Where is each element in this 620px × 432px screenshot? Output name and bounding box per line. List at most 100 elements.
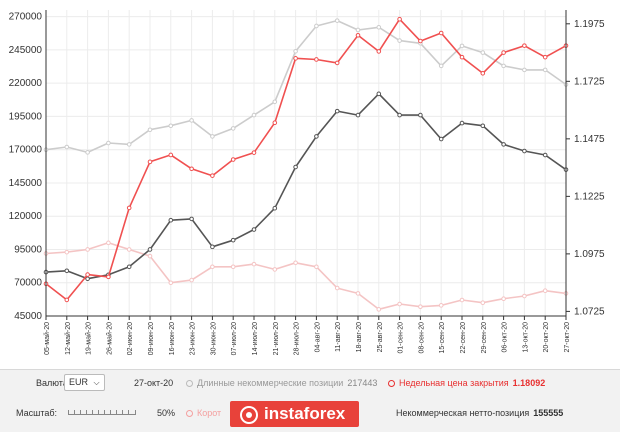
point-net: [542, 152, 548, 158]
controls-panel: Валюта: EUR ⌵ 27-окт-20 Длинные некоммер…: [0, 369, 620, 432]
long-value: 217443: [347, 378, 378, 388]
point-close: [64, 297, 70, 303]
x-tick-label: 05-май-20: [43, 322, 51, 355]
x-tick-label: 23-июн-20: [190, 322, 197, 355]
y-left-tick-label: 245000: [9, 45, 43, 56]
close-label: Недельная цена закрытия: [399, 378, 509, 388]
point-net: [480, 123, 486, 129]
point-close: [334, 60, 340, 66]
x-tick-label: 12-май-20: [64, 322, 72, 355]
point-close: [272, 120, 278, 126]
point-close: [230, 157, 236, 162]
chevron-down-icon: ⌵: [93, 378, 100, 387]
point-close: [418, 38, 423, 44]
point-long: [480, 50, 486, 55]
point-net: [522, 148, 527, 154]
point-long: [126, 142, 132, 147]
y-left-tick-label: 95000: [14, 244, 42, 255]
point-close: [459, 54, 465, 60]
point-net: [168, 217, 174, 223]
y-right-tick-label: 1.1725: [574, 76, 605, 87]
point-close: [293, 56, 298, 61]
point-close: [251, 150, 257, 155]
point-long: [522, 67, 527, 73]
y-right-tick-label: 1.0725: [574, 306, 605, 317]
point-long: [314, 23, 319, 29]
point-close: [542, 54, 548, 60]
point-long: [334, 18, 340, 23]
point-net: [126, 264, 132, 270]
x-tick-label: 14-июл-20: [252, 322, 259, 355]
point-long: [355, 27, 361, 33]
point-net: [85, 276, 90, 282]
x-tick-label: 25-авг-20: [377, 322, 384, 353]
point-net: [334, 108, 340, 114]
close-marker-icon: [388, 380, 395, 388]
series-line-close: [45, 18, 567, 301]
point-long: [106, 140, 111, 146]
point-short: [418, 304, 423, 309]
point-short: [501, 296, 506, 302]
point-close: [85, 272, 90, 277]
legend-close[interactable]: Недельная цена закрытия 1.18092: [388, 378, 545, 388]
close-value: 1.18092: [512, 378, 546, 388]
point-short: [189, 277, 194, 283]
y-left-tick-label: 170000: [9, 145, 43, 156]
scale-value: 50%: [157, 408, 176, 418]
point-long: [501, 63, 506, 69]
y-left-tick-label: 270000: [9, 12, 43, 23]
x-tick-label: 27-окт-20: [564, 322, 571, 353]
x-tick-label: 02-июн-20: [127, 322, 134, 355]
legend-short[interactable]: Корот: [186, 408, 221, 418]
point-long: [438, 63, 444, 69]
point-net: [376, 91, 382, 97]
point-net: [230, 237, 236, 243]
series-layer: [43, 16, 569, 312]
instaforex-logo-icon: [240, 405, 258, 424]
x-tick-label: 16-июн-20: [169, 322, 176, 355]
short-marker-icon: [186, 410, 193, 418]
x-tick-label: 18-авг-20: [356, 322, 363, 353]
point-short: [480, 300, 486, 305]
point-long: [542, 67, 548, 73]
point-short: [397, 301, 402, 307]
point-long: [251, 112, 257, 118]
legend-long[interactable]: Длинные некоммерческие позиции 217443: [186, 378, 377, 388]
x-tick-label: 28-июл-20: [294, 322, 301, 355]
y-right-tick-label: 1.1225: [574, 191, 605, 202]
x-tick-label: 09-июн-20: [148, 322, 155, 355]
short-label: Корот: [197, 408, 222, 418]
series-line-long: [45, 19, 567, 154]
point-close: [126, 205, 132, 211]
point-long: [168, 123, 174, 129]
point-close: [501, 50, 506, 55]
scale-slider[interactable]: [68, 404, 136, 415]
point-close: [168, 152, 174, 158]
cot-chart: 270000 245000 220000 195000 170000 145000 1200…: [9, 10, 605, 355]
scale-label: Масштаб:: [16, 408, 58, 418]
point-close: [314, 57, 319, 62]
point-net: [293, 164, 298, 170]
point-short: [85, 247, 90, 252]
currency-label: Валюта:: [36, 378, 71, 388]
x-tick-label: 01-сен-20: [398, 322, 405, 354]
x-tick-label: 19-май-20: [85, 322, 93, 355]
point-net: [501, 142, 506, 147]
point-short: [334, 285, 340, 291]
point-short: [106, 240, 111, 246]
date-label: 27-окт-20: [134, 378, 174, 388]
point-long: [397, 38, 402, 43]
series-line-short: [45, 242, 567, 311]
point-close: [522, 43, 527, 48]
point-short: [126, 247, 132, 252]
currency-select[interactable]: EUR ⌵: [64, 374, 105, 391]
x-tick-label: 22-сен-20: [460, 322, 467, 354]
net-value: 155555: [533, 408, 564, 418]
point-long: [376, 24, 382, 30]
watermark-text: instaforex: [264, 404, 346, 423]
x-tick-label: 13-окт-20: [522, 322, 529, 353]
y-left-tick-label: 195000: [9, 111, 43, 122]
point-net: [272, 205, 278, 211]
point-long: [64, 144, 70, 150]
legend-net[interactable]: Некоммерческая нетто-позиция 155555: [396, 408, 563, 418]
